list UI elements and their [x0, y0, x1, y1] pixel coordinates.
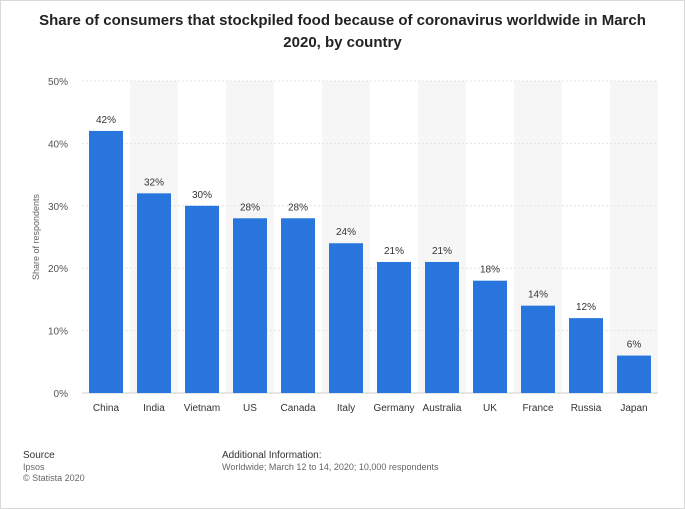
bar — [425, 261, 459, 393]
bar — [137, 193, 171, 393]
value-label: 21% — [384, 246, 404, 257]
y-tick-labels: 0% 10% 20% 30% 40% 50% — [48, 77, 68, 400]
bar — [521, 305, 555, 393]
value-label: 21% — [432, 246, 452, 257]
x-tick-label: Vietnam — [184, 403, 221, 414]
bar — [185, 205, 219, 393]
value-label: 24% — [336, 227, 356, 238]
y-tick-label: 40% — [48, 139, 68, 150]
value-label: 28% — [240, 202, 260, 213]
x-tick-label: France — [522, 403, 554, 414]
column-band — [610, 81, 658, 393]
x-tick-label: Canada — [280, 403, 315, 414]
x-tick-label: Australia — [423, 403, 462, 414]
additional-info-text: Worldwide; March 12 to 14, 2020; 10,000 … — [222, 462, 439, 472]
y-tick-label: 10% — [48, 327, 68, 338]
y-tick-label: 0% — [54, 389, 69, 400]
bar — [473, 280, 507, 393]
value-label: 30% — [192, 190, 212, 201]
additional-info-block: Additional Information: Worldwide; March… — [222, 450, 438, 473]
bar — [569, 318, 603, 393]
x-tick-label: Russia — [571, 403, 602, 414]
bar — [329, 243, 363, 393]
x-tick-label: US — [243, 403, 257, 414]
x-tick-labels: China India Vietnam US Canada Italy Germany Aus… — [93, 403, 648, 414]
bar — [377, 261, 411, 393]
value-label: 6% — [627, 340, 642, 351]
x-tick-label: Japan — [620, 403, 647, 414]
chart-title: Share of consumers that stockpiled food … — [39, 12, 646, 51]
value-label: 12% — [576, 302, 596, 313]
value-label: 14% — [528, 290, 548, 301]
value-label: 18% — [480, 265, 500, 276]
source-heading: Source — [23, 450, 55, 461]
x-tick-label: Germany — [373, 403, 414, 414]
y-tick-label: 20% — [48, 264, 68, 275]
bars — [89, 130, 651, 394]
value-label: 28% — [288, 202, 308, 213]
y-tick-label: 30% — [48, 202, 68, 213]
x-tick-label: UK — [483, 403, 497, 414]
source-name: Ipsos — [23, 462, 45, 472]
bar — [233, 218, 267, 393]
value-label: 32% — [144, 177, 164, 188]
gridlines — [82, 80, 658, 394]
value-label: 42% — [96, 115, 116, 126]
x-tick-label: China — [93, 403, 120, 414]
bar — [89, 130, 123, 394]
bar — [617, 355, 651, 393]
x-tick-label: India — [143, 403, 165, 414]
additional-info-heading: Additional Information: — [222, 450, 322, 461]
source-block: Source Ipsos © Statista 2020 — [23, 450, 85, 484]
y-axis-label: Share of respondents — [31, 193, 41, 280]
x-tick-label: Italy — [337, 403, 355, 414]
value-labels: 42% 32% 30% 28% 28% 24% 21% 21% 18% 14% 12% 6% — [96, 115, 641, 351]
copyright-text: © Statista 2020 — [23, 473, 85, 483]
y-tick-label: 50% — [48, 77, 68, 88]
bar — [281, 218, 315, 393]
